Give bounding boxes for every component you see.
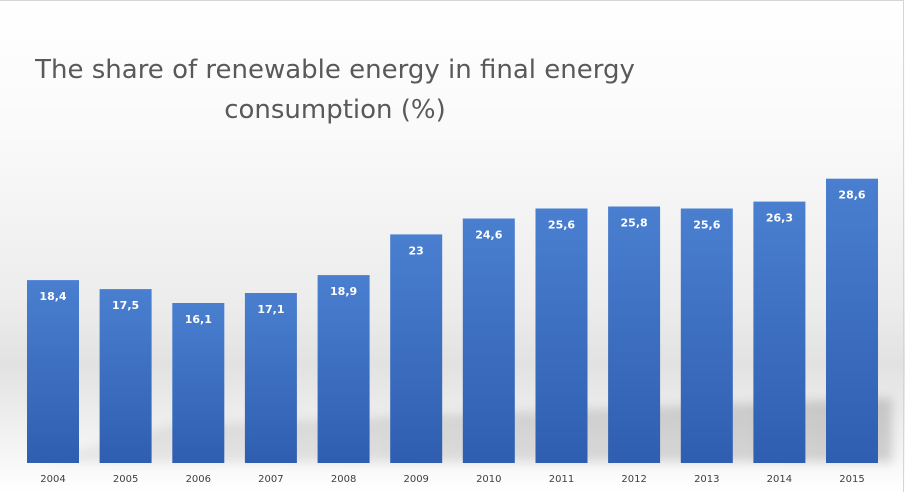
x-tick-2008: 2008 [331, 474, 356, 485]
bar-2011 [535, 208, 588, 463]
bar-2014 [753, 201, 806, 463]
bars [27, 178, 878, 463]
data-label-2014: 26,3 [766, 212, 793, 225]
data-label-2005: 17,5 [112, 299, 139, 312]
data-label-2006: 16,1 [185, 313, 212, 326]
data-label-2008: 18,9 [330, 285, 357, 298]
x-tick-2010: 2010 [476, 474, 501, 485]
data-label-2010: 24,6 [475, 229, 502, 242]
bar-2010 [462, 218, 515, 463]
bar-2006 [172, 303, 225, 463]
x-tick-2007: 2007 [258, 474, 283, 485]
bar-2005 [99, 289, 152, 463]
bar-2009 [390, 234, 443, 463]
bar-2012 [608, 206, 661, 463]
data-label-2011: 25,6 [548, 219, 575, 232]
x-tick-2009: 2009 [403, 474, 428, 485]
data-labels: 18,4 17,5 16,1 17,1 18,9 23 24,6 25,6 25,8 25,6 26… [39, 189, 865, 326]
chart-title: The share of renewable energy in final e… [35, 55, 635, 125]
data-label-2007: 17,1 [257, 303, 284, 316]
data-label-2004: 18,4 [39, 290, 66, 303]
x-tick-2014: 2014 [767, 474, 792, 485]
x-tick-2013: 2013 [694, 474, 719, 485]
data-label-2012: 25,8 [621, 217, 648, 230]
x-tick-2006: 2006 [186, 474, 211, 485]
bar-2004 [27, 280, 79, 463]
x-tick-2011: 2011 [549, 474, 574, 485]
x-axis-tick-labels: 2004 2005 2006 2007 2008 2009 2010 2011 2012 2013… [40, 474, 864, 485]
bar-2008 [317, 275, 370, 463]
data-label-2013: 25,6 [693, 219, 720, 232]
x-tick-2005: 2005 [113, 474, 138, 485]
bar-2013 [680, 208, 733, 463]
x-tick-2015: 2015 [839, 474, 864, 485]
bar-2015 [826, 178, 878, 463]
x-tick-2004: 2004 [40, 474, 65, 485]
x-tick-2012: 2012 [621, 474, 646, 485]
data-label-2015: 28,6 [838, 189, 865, 202]
bar-2007 [244, 293, 297, 463]
data-label-2009: 23 [409, 244, 424, 257]
